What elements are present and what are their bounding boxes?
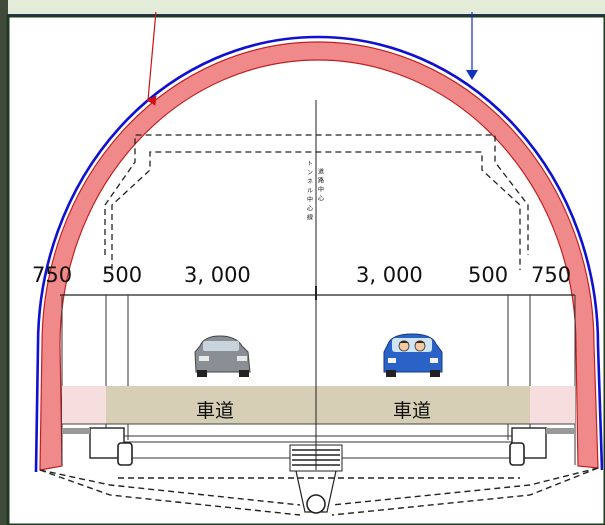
left-lane-label: 車道 [196,400,234,422]
road-surface [62,386,575,424]
dim-right-lane: 3, 000 [356,263,423,287]
right-shoulder-band [530,386,575,424]
dim-left-lane: 3, 000 [184,263,251,287]
left-shoulder-band [62,386,106,424]
top-banner [8,0,605,16]
blue-car-with-people-icon [383,333,443,377]
left-side-duct [62,427,133,466]
dim-left-sidewalk: 500 [102,263,142,287]
road-center-label: 道路中心 [317,167,324,204]
left-edge-strip [0,0,10,525]
invert-dashed-lines [39,467,599,516]
right-lane-label: 車道 [393,400,431,422]
dim-left-shoulder: 750 [32,263,72,287]
tunnel-center-label: トンネル中心線 [306,160,313,223]
dim-right-shoulder: 750 [531,263,571,287]
right-side-duct [509,427,574,466]
dim-right-sidewalk: 500 [468,263,508,287]
lining-pointer-arrow [146,12,157,106]
center-drain [289,444,343,514]
outer-excavation-line [34,35,603,473]
gray-car-icon [194,335,251,377]
outer-line-pointer-head [466,70,478,80]
